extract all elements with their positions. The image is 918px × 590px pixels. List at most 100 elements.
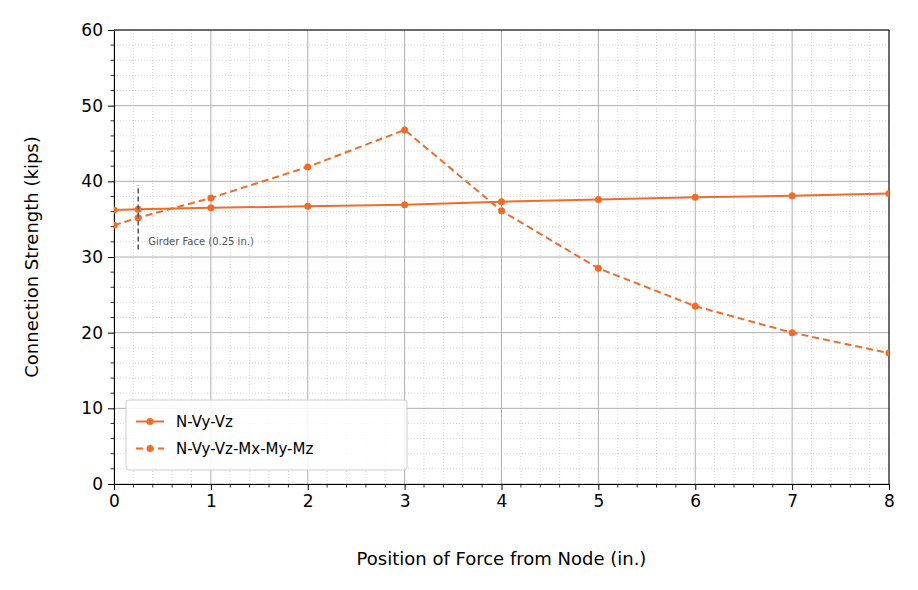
grid-line [114, 181, 889, 182]
x-tick-label: 8 [884, 491, 895, 511]
y-tick-mark [108, 484, 114, 485]
y-tick: 10 [81, 398, 114, 418]
legend-label: N-Vy-Vz-Mx-My-Mz [176, 440, 313, 458]
minor-tick [111, 317, 115, 318]
y-tick-label: 20 [81, 323, 103, 343]
y-tick: 40 [81, 171, 114, 191]
x-tick: 0 [109, 484, 120, 511]
minor-tick [111, 287, 115, 288]
x-tick: 8 [884, 484, 895, 511]
x-tick-mark [598, 484, 599, 490]
chart: 0 1 2 3 4 5 6 7 8 0 10 20 30 40 50 60 Girder Face (0.25 … [0, 0, 918, 590]
x-tick: 3 [400, 484, 411, 511]
x-axis-title: Position of Force from Node (in.) [357, 548, 647, 569]
y-tick-label: 60 [81, 20, 103, 40]
minor-tick [111, 393, 115, 394]
x-tick-mark [695, 484, 696, 490]
y-tick-mark [108, 333, 114, 334]
x-tick-mark [405, 484, 406, 490]
x-tick: 7 [787, 484, 798, 511]
plot-area: 0 1 2 3 4 5 6 7 8 0 10 20 30 40 50 60 Girder Face (0.25 … [81, 20, 895, 511]
y-tick: 20 [81, 323, 114, 343]
grid-line [114, 30, 889, 31]
y-tick: 50 [81, 96, 114, 116]
x-tick-mark [308, 484, 309, 490]
y-tick-label: 40 [81, 171, 103, 191]
minor-tick [111, 302, 115, 303]
minor-tick [111, 196, 115, 197]
minor-tick [111, 135, 115, 136]
minor-tick [111, 120, 115, 121]
y-tick-mark [108, 106, 114, 107]
series-marker [401, 201, 408, 208]
grid-line [114, 332, 889, 333]
x-tick-mark [502, 484, 503, 490]
x-tick: 6 [690, 484, 701, 511]
minor-tick [111, 60, 115, 61]
series-marker [692, 194, 699, 201]
x-tick-label: 5 [593, 491, 604, 511]
series-marker [304, 163, 311, 170]
x-axis: 0 1 2 3 4 5 6 7 8 [109, 484, 895, 511]
y-axis: 0 10 20 30 40 50 60 [81, 20, 114, 494]
series-marker [498, 207, 505, 214]
minor-tick [111, 226, 115, 227]
minor-tick [111, 453, 115, 454]
minor-tick [111, 166, 115, 167]
series-marker [207, 204, 214, 211]
x-tick-label: 2 [303, 491, 314, 511]
series-marker [692, 303, 699, 310]
x-tick-label: 7 [787, 491, 798, 511]
x-tick: 5 [593, 484, 604, 511]
series-marker [207, 194, 214, 201]
series-marker [304, 203, 311, 210]
x-tick-label: 1 [206, 491, 217, 511]
x-tick-label: 6 [690, 491, 701, 511]
series-marker [595, 265, 602, 272]
legend-label: N-Vy-Vz [176, 413, 233, 431]
y-tick: 30 [81, 247, 114, 267]
x-tick-label: 4 [497, 491, 508, 511]
y-axis-line [108, 31, 115, 485]
x-axis-line [115, 485, 890, 491]
x-tick-label: 0 [109, 491, 120, 511]
annotation-text: Girder Face (0.25 in.) [148, 236, 254, 247]
annotation-line [137, 185, 139, 249]
minor-tick [111, 45, 115, 46]
minor-tick [111, 151, 115, 152]
minor-tick [111, 423, 115, 424]
grid-line [114, 257, 889, 258]
x-tick-mark [889, 484, 890, 490]
frame-top [114, 30, 889, 31]
x-tick: 2 [303, 484, 314, 511]
x-tick: 1 [206, 484, 217, 511]
grid-line [889, 30, 890, 484]
series-marker [498, 198, 505, 205]
y-tick-mark [108, 30, 114, 31]
minor-tick [111, 272, 115, 273]
y-tick-label: 50 [81, 96, 103, 116]
x-tick-mark [792, 484, 793, 490]
y-tick-mark [108, 408, 114, 409]
minor-tick [111, 241, 115, 242]
minor-ticks [111, 45, 870, 487]
series-marker [114, 222, 118, 229]
series-marker [114, 207, 118, 214]
y-tick-label: 10 [81, 398, 103, 418]
grid-line [114, 105, 889, 106]
y-tick: 0 [92, 474, 114, 494]
y-axis-title: Connection Strength (kips) [21, 136, 42, 377]
legend-box [126, 400, 407, 470]
series-marker [886, 350, 890, 357]
minor-tick [111, 75, 115, 76]
data-layer [114, 126, 889, 356]
minor-tick [111, 378, 115, 379]
minor-tick [111, 211, 115, 212]
legend-marker [147, 445, 154, 452]
legend: N-Vy-Vz N-Vy-Vz-Mx-My-Mz [126, 400, 407, 470]
y-tick-label: 30 [81, 247, 103, 267]
y-tick-label: 0 [92, 474, 103, 494]
minor-tick [111, 362, 115, 363]
frame-right [889, 30, 890, 484]
minor-tick [111, 347, 115, 348]
